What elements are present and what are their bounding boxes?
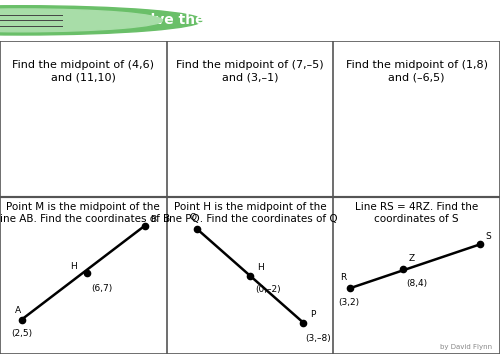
- Text: (3,2): (3,2): [338, 298, 359, 307]
- Text: Solve these coordinate problems: Solve these coordinate problems: [131, 12, 389, 27]
- Text: B: B: [150, 215, 156, 224]
- Text: Find the midpoint of (4,6)
and (11,10): Find the midpoint of (4,6) and (11,10): [12, 59, 154, 83]
- Text: Z: Z: [408, 254, 414, 263]
- Text: H: H: [70, 262, 77, 271]
- Text: (6,7): (6,7): [92, 284, 113, 293]
- Text: H: H: [256, 263, 264, 272]
- Text: S: S: [485, 232, 491, 241]
- Text: (8,4): (8,4): [406, 279, 428, 288]
- Text: (2,5): (2,5): [12, 329, 33, 338]
- Text: Find the midpoint of (1,8)
and (–6,5): Find the midpoint of (1,8) and (–6,5): [346, 59, 488, 83]
- Text: Point M is the midpoint of the
line AB. Find the coordinates of B: Point M is the midpoint of the line AB. …: [0, 202, 170, 224]
- Text: Find the midpoint of (7,–5)
and (3,–1): Find the midpoint of (7,–5) and (3,–1): [176, 59, 324, 83]
- Circle shape: [0, 9, 162, 32]
- Text: P: P: [310, 310, 316, 319]
- Text: R: R: [340, 273, 346, 282]
- Text: (3,–8): (3,–8): [305, 334, 331, 343]
- Text: (0,–2): (0,–2): [255, 285, 280, 294]
- Text: Point H is the midpoint of the
line PQ. Find the coordinates of Q: Point H is the midpoint of the line PQ. …: [162, 202, 338, 224]
- Text: Q: Q: [190, 213, 197, 222]
- Circle shape: [0, 6, 202, 35]
- Text: by David Flynn: by David Flynn: [440, 344, 492, 350]
- Text: Line RS = 4RZ. Find the
coordinates of S: Line RS = 4RZ. Find the coordinates of S: [355, 202, 478, 224]
- Text: A: A: [15, 306, 21, 315]
